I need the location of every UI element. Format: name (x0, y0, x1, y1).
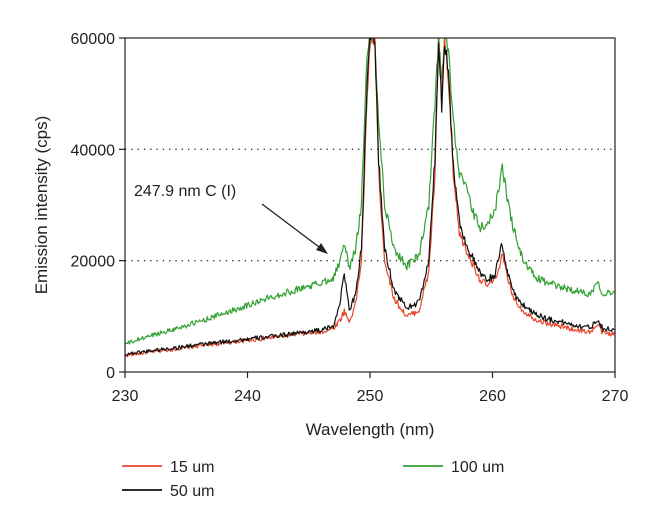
y-axis-label: Emission intensity (cps) (32, 116, 51, 295)
x-tick-label-250: 250 (357, 388, 384, 405)
legend-label-100-um: 100 um (451, 459, 504, 476)
annotation-arrow (261, 203, 324, 251)
y-tick-label-0: 0 (106, 365, 115, 382)
x-tick-label-230: 230 (112, 388, 139, 405)
annotation-arrowhead (316, 243, 328, 254)
series-line-50-um (125, 38, 615, 357)
legend-label-15-um: 15 um (170, 459, 214, 476)
gridlines (125, 148, 615, 262)
x-tick-label-270: 270 (602, 388, 629, 405)
annotation: 247.9 nm C (I) (134, 183, 328, 254)
legend-label-50-um: 50 um (170, 483, 214, 500)
x-tick-label-260: 260 (479, 388, 506, 405)
annotation-label: 247.9 nm C (I) (134, 183, 236, 200)
x-tick-label-240: 240 (234, 388, 261, 405)
y-tick-label-40000: 40000 (71, 142, 116, 159)
series-group (125, 38, 615, 358)
series-line-100-um (125, 38, 615, 345)
axis-ticks: 230 240 250 260 270 0 20000 40000 60000 (71, 31, 629, 405)
y-tick-label-60000: 60000 (71, 31, 116, 48)
x-axis-label: Wavelength (nm) (306, 420, 435, 439)
y-tick-label-20000: 20000 (71, 254, 116, 271)
legend: 15 um 50 um 100 um (122, 459, 504, 500)
